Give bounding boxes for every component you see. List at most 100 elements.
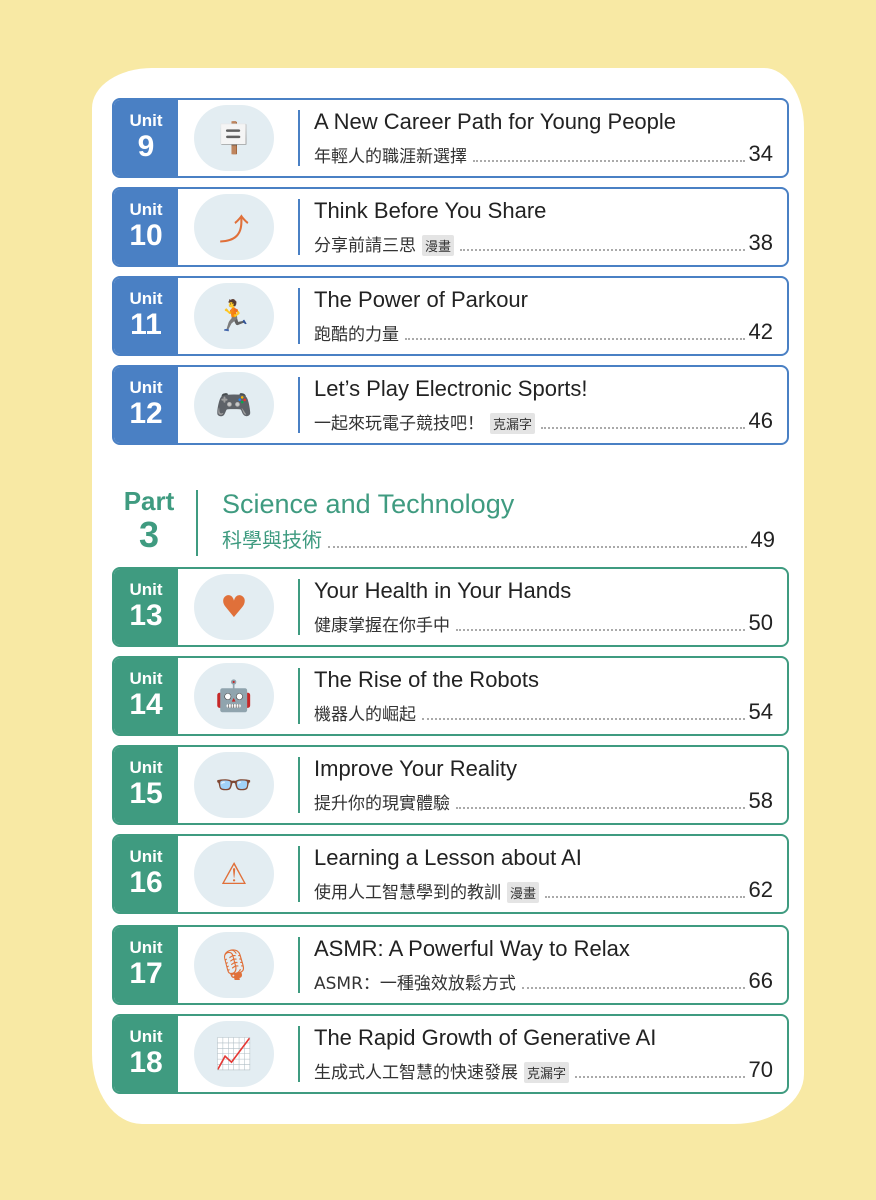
- part-badge: Part 3: [112, 486, 186, 556]
- unit-label: Unit: [129, 669, 163, 688]
- unit-number: 13: [129, 599, 163, 632]
- unit-illustration: ♥: [178, 569, 290, 645]
- leader-dots: [575, 1076, 745, 1078]
- unit-badge: Unit 15: [114, 747, 178, 823]
- unit-subtitle: 機器人的崛起: [314, 705, 416, 725]
- unit-subtitle: 健康掌握在你手中: [314, 616, 450, 636]
- share-icon: ⤴: [194, 194, 274, 260]
- unit-illustration: ⤴: [178, 189, 290, 265]
- unit-row-9[interactable]: Unit 9 🪧 A New Career Path for Young Peo…: [112, 98, 789, 178]
- ai-growth-chart-icon: 📈: [194, 1021, 274, 1087]
- leader-dots: [473, 160, 745, 162]
- unit-title: The Power of Parkour: [314, 287, 528, 312]
- robot-icon: 🤖: [194, 663, 274, 729]
- ai-warning-icon: ⚠: [194, 841, 274, 907]
- unit-label: Unit: [129, 847, 163, 866]
- unit-subtitle: 年輕人的職涯新選擇: [314, 147, 467, 167]
- parkour-icon: 🏃: [194, 283, 274, 349]
- unit-title: ASMR: A Powerful Way to Relax: [314, 936, 630, 961]
- unit-number: 14: [129, 688, 163, 721]
- page-number: 50: [748, 610, 773, 635]
- unit-tag: 克漏字: [524, 1062, 570, 1083]
- unit-number: 18: [129, 1046, 163, 1079]
- unit-badge: Unit 9: [114, 100, 178, 176]
- unit-title: Improve Your Reality: [314, 756, 517, 781]
- vr-headset-icon: 👓: [194, 752, 274, 818]
- unit-tag: 克漏字: [490, 413, 536, 434]
- page-number: 66: [748, 968, 773, 993]
- unit-illustration: 🏃: [178, 278, 290, 354]
- unit-row-17[interactable]: Unit 17 🎙 ASMR: A Powerful Way to Relax …: [112, 925, 789, 1005]
- leader-dots: [521, 987, 745, 989]
- unit-subtitle: 生成式人工智慧的快速發展: [314, 1063, 518, 1083]
- unit-illustration: 🎮: [178, 367, 290, 443]
- page-number: 49: [750, 527, 775, 552]
- unit-label: Unit: [129, 378, 163, 397]
- microphone-headphones-icon: 🎙: [194, 932, 274, 998]
- esports-icon: 🎮: [194, 372, 274, 438]
- unit-title: Think Before You Share: [314, 198, 547, 223]
- unit-illustration: 🎙: [178, 927, 290, 1003]
- unit-illustration: 📈: [178, 1016, 290, 1092]
- unit-title: The Rise of the Robots: [314, 667, 540, 692]
- unit-label: Unit: [129, 758, 163, 777]
- unit-badge: Unit 17: [114, 927, 178, 1003]
- unit-badge: Unit 10: [114, 189, 178, 265]
- page-number: 54: [748, 699, 773, 724]
- divider: [298, 199, 300, 255]
- unit-badge: Unit 11: [114, 278, 178, 354]
- leader-dots: [541, 427, 745, 429]
- unit-row-16[interactable]: Unit 16 ⚠ Learning a Lesson about AI 使用人…: [112, 834, 789, 914]
- unit-number: 16: [129, 866, 163, 899]
- unit-illustration: ⚠: [178, 836, 290, 912]
- divider: [298, 110, 300, 166]
- unit-label: Unit: [129, 289, 163, 308]
- unit-row-14[interactable]: Unit 14 🤖 The Rise of the Robots 機器人的崛起 …: [112, 656, 789, 736]
- unit-subtitle: 一起來玩電子競技吧！: [314, 414, 484, 434]
- leader-dots: [545, 896, 745, 898]
- divider: [298, 846, 300, 902]
- unit-row-10[interactable]: Unit 10 ⤴ Think Before You Share 分享前請三思 …: [112, 187, 789, 267]
- unit-badge: Unit 13: [114, 569, 178, 645]
- unit-row-11[interactable]: Unit 11 🏃 The Power of Parkour 跑酷的力量 42: [112, 276, 789, 356]
- unit-label: Unit: [129, 580, 163, 599]
- unit-subtitle: 使用人工智慧學到的教訓: [314, 883, 501, 903]
- signpost-icon: 🪧: [194, 105, 274, 171]
- divider: [298, 757, 300, 813]
- divider: [298, 579, 300, 635]
- unit-badge: Unit 12: [114, 367, 178, 443]
- part-label: Part: [123, 486, 175, 516]
- unit-illustration: 🤖: [178, 658, 290, 734]
- page-number: 58: [748, 788, 773, 813]
- unit-number: 15: [129, 777, 163, 810]
- unit-number: 10: [129, 219, 163, 252]
- divider: [298, 377, 300, 433]
- unit-row-12[interactable]: Unit 12 🎮 Let’s Play Electronic Sports! …: [112, 365, 789, 445]
- divider: [298, 668, 300, 724]
- heart-hand-icon: ♥: [194, 574, 274, 640]
- page-number: 46: [748, 408, 773, 433]
- page-number: 42: [748, 319, 773, 344]
- unit-number: 11: [130, 308, 162, 341]
- page-number: 38: [748, 230, 773, 255]
- unit-row-13[interactable]: Unit 13 ♥ Your Health in Your Hands 健康掌握…: [112, 567, 789, 647]
- unit-row-15[interactable]: Unit 15 👓 Improve Your Reality 提升你的現實體驗 …: [112, 745, 789, 825]
- unit-title: Your Health in Your Hands: [314, 578, 572, 603]
- part-number: 3: [138, 514, 160, 555]
- unit-label: Unit: [129, 1027, 163, 1046]
- part-3-header[interactable]: Part 3 Science and Technology 科學與技術 49: [112, 486, 775, 556]
- unit-title: The Rapid Growth of Generative AI: [314, 1025, 657, 1050]
- unit-illustration: 🪧: [178, 100, 290, 176]
- leader-dots: [328, 546, 747, 548]
- page-number: 70: [748, 1057, 773, 1082]
- unit-title: A New Career Path for Young People: [314, 109, 677, 134]
- leader-dots: [460, 249, 745, 251]
- unit-label: Unit: [129, 111, 163, 130]
- unit-subtitle: 跑酷的力量: [314, 325, 399, 345]
- unit-title: Learning a Lesson about AI: [314, 845, 582, 870]
- unit-badge: Unit 18: [114, 1016, 178, 1092]
- unit-tag: 漫畫: [507, 882, 540, 903]
- unit-row-18[interactable]: Unit 18 📈 The Rapid Growth of Generative…: [112, 1014, 789, 1094]
- part-subtitle: 科學與技術: [222, 528, 322, 552]
- divider: [298, 288, 300, 344]
